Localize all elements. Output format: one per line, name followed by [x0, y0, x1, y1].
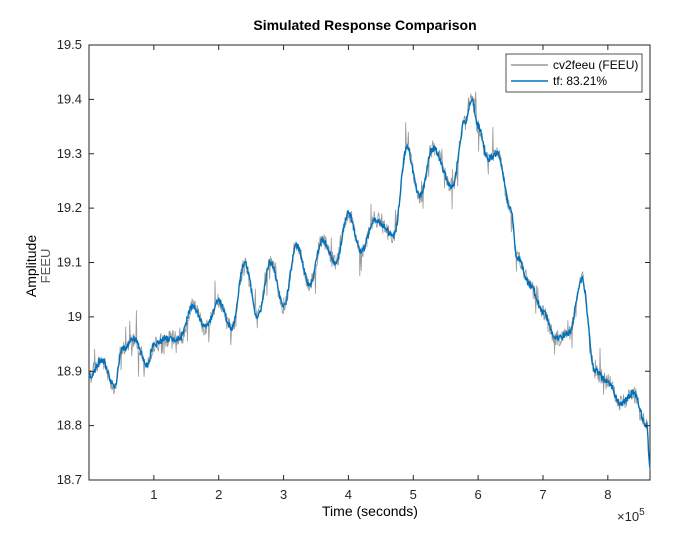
plot-area — [88, 44, 651, 481]
chart-title: Simulated Response Comparison — [253, 17, 476, 33]
y-tick-label: 19 — [68, 309, 82, 324]
series-line-simulated — [88, 98, 651, 468]
y-tick-label: 18.7 — [57, 472, 82, 487]
x-exponent-base: ×10 — [617, 509, 639, 524]
x-exponent-power: 5 — [639, 507, 645, 518]
legend-label-simulated: tf: 83.21% — [553, 74, 607, 88]
x-tick-label: 1 — [150, 487, 157, 502]
x-tick-label: 5 — [410, 487, 417, 502]
x-tick-label: 7 — [539, 487, 546, 502]
legend: cv2feeu (FEEU) tf: 83.21% — [505, 53, 643, 93]
x-tick-label: 4 — [345, 487, 352, 502]
x-tick-label: 2 — [215, 487, 222, 502]
legend-box — [505, 53, 643, 93]
legend-label-measured: cv2feeu (FEEU) — [553, 58, 638, 72]
x-tick-label: 6 — [475, 487, 482, 502]
x-axis-label: Time (seconds) — [322, 503, 418, 519]
series-line-measured — [88, 91, 651, 472]
y-tick-label: 19.1 — [57, 255, 82, 270]
y-axis: 18.7 18.8 18.9 19 19.1 19.2 19.3 19.4 19.5 — [57, 37, 650, 487]
x-axis-exponent: ×105 — [617, 507, 645, 524]
y-axis-unit-label: FEEU — [38, 249, 53, 284]
series-layer — [88, 91, 651, 472]
y-axis-label: Amplitude — [23, 235, 39, 297]
y-tick-label: 19.4 — [57, 91, 82, 106]
y-tick-label: 19.3 — [57, 146, 82, 161]
x-axis: 1 2 3 4 5 6 7 8 — [150, 45, 611, 502]
x-tick-label: 3 — [280, 487, 287, 502]
y-tick-label: 18.8 — [57, 418, 82, 433]
y-tick-label: 19.2 — [57, 200, 82, 215]
y-tick-label: 19.5 — [57, 37, 82, 52]
y-tick-label: 18.9 — [57, 363, 82, 378]
x-tick-label: 8 — [604, 487, 611, 502]
